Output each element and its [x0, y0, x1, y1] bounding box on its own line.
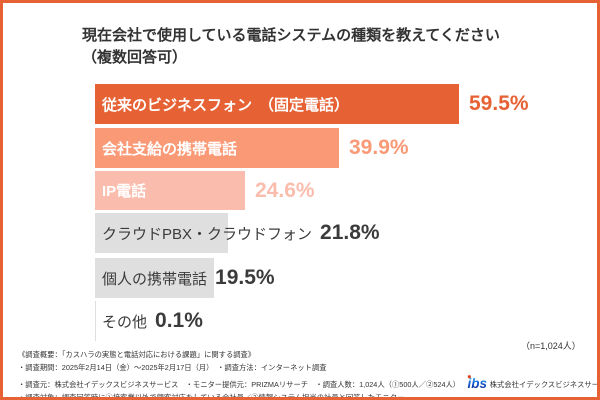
- svg-text:ibs: ibs: [467, 376, 486, 390]
